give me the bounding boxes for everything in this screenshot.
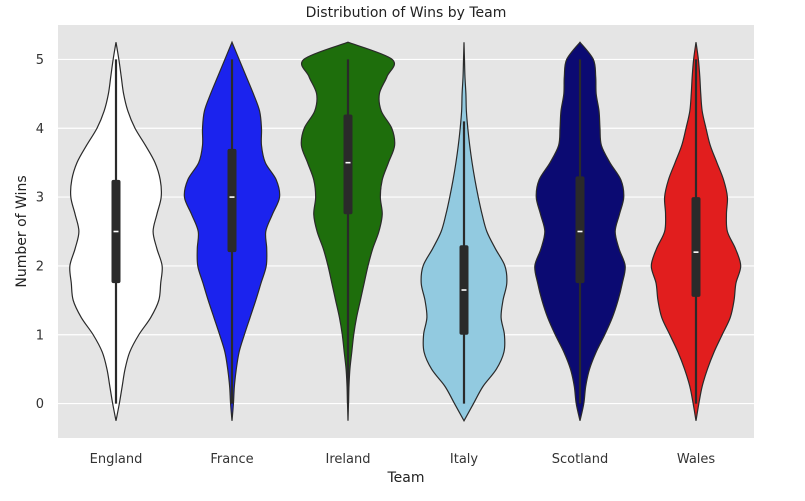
y-tick-label: 0 — [36, 397, 44, 412]
plot-background — [58, 25, 754, 438]
y-tick-label: 3 — [36, 191, 44, 206]
violin-italy — [420, 42, 508, 423]
x-tick-label: Scotland — [552, 452, 609, 467]
gridlines — [58, 58, 754, 405]
y-tick-label: 4 — [36, 122, 44, 137]
iqr-box — [691, 197, 701, 297]
x-tick-labels: England France Ireland Italy Scotland Wales — [90, 452, 716, 467]
violin-england — [69, 42, 163, 421]
iqr-box — [343, 114, 353, 215]
y-tick-label: 1 — [36, 328, 44, 343]
iqr-box — [575, 176, 585, 284]
x-tick-label: Italy — [450, 452, 479, 467]
x-tick-label: France — [210, 452, 253, 467]
violin-france — [183, 40, 281, 421]
violin-scotland — [534, 41, 626, 421]
iqr-box — [227, 148, 237, 253]
y-tick-label: 2 — [36, 259, 44, 274]
violins — [69, 40, 742, 423]
x-tick-label: England — [90, 452, 143, 467]
x-tick-label: Wales — [677, 452, 716, 467]
x-axis-title: Team — [386, 470, 424, 486]
y-axis-title: Number of Wins — [14, 175, 30, 287]
y-tick-labels: 0 1 2 3 4 5 — [36, 53, 44, 412]
violin-ireland — [300, 41, 396, 421]
x-tick-label: Ireland — [326, 452, 371, 467]
y-tick-label: 5 — [36, 53, 44, 68]
violin-wales — [650, 42, 742, 421]
chart-title: Distribution of Wins by Team — [306, 5, 507, 21]
